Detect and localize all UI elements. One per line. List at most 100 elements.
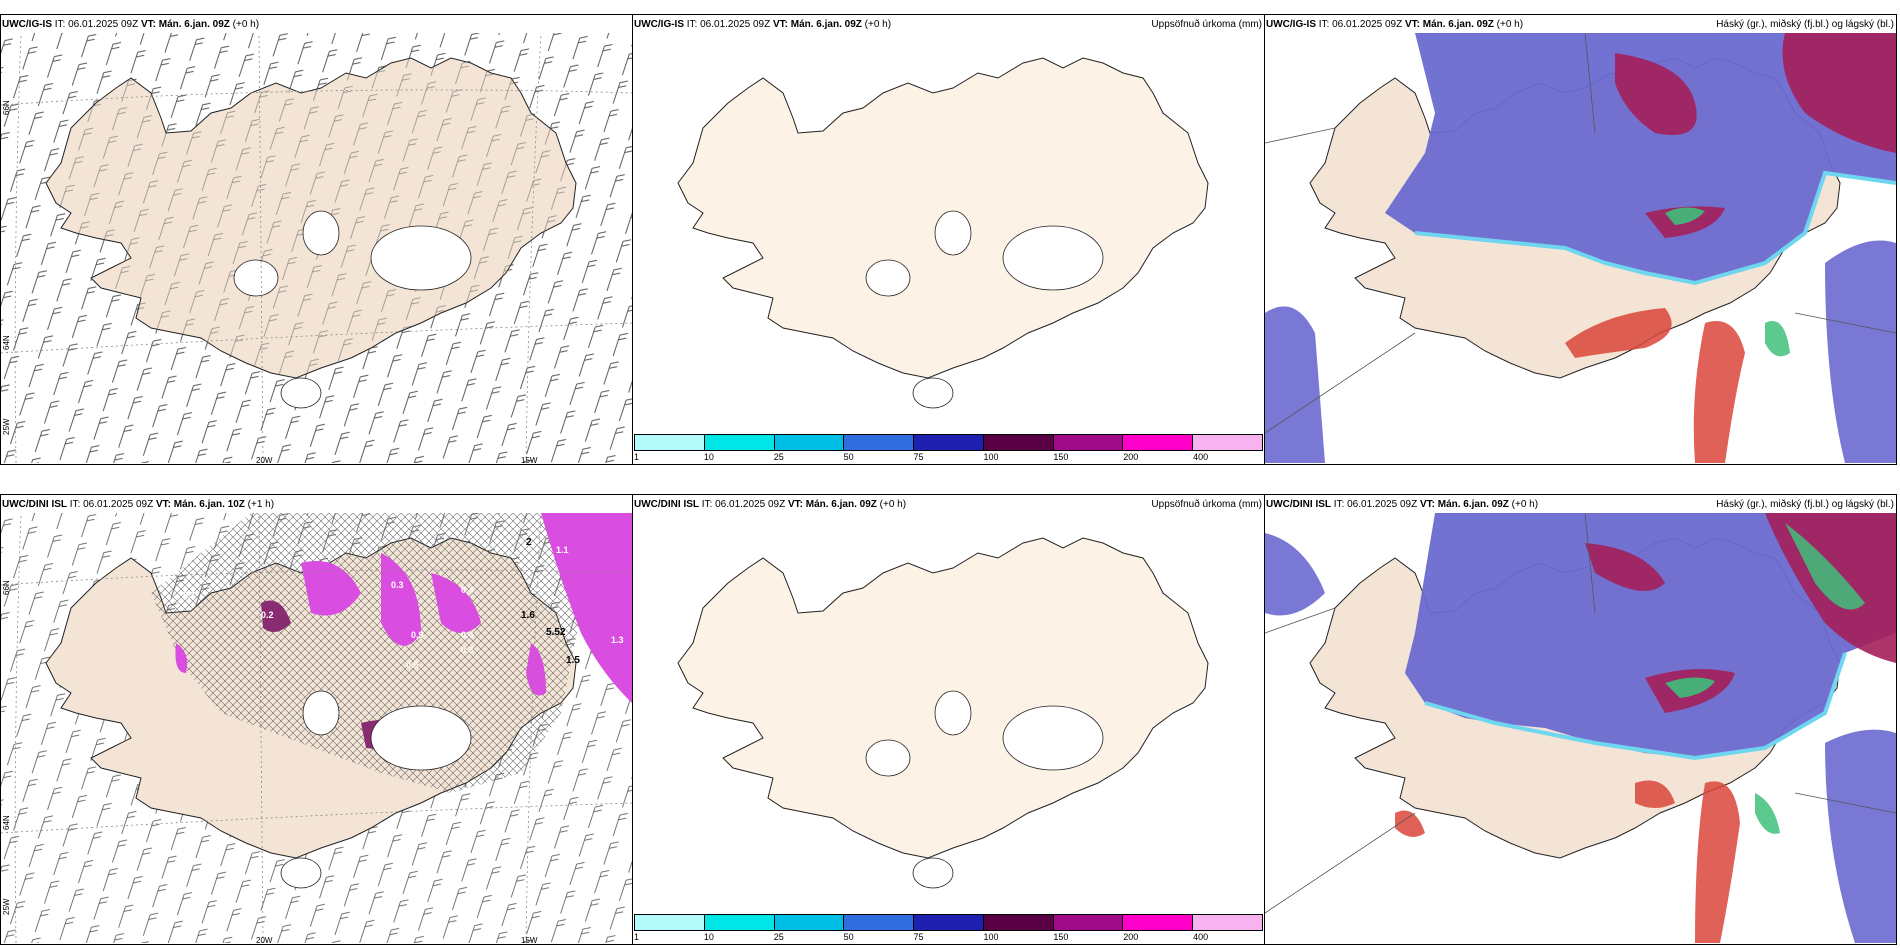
colorbar: 1 10 25 50 75 100 150 200 400 xyxy=(633,914,1264,944)
colorbar-tick: 75 xyxy=(913,452,924,462)
colorbar-tick: 200 xyxy=(1123,452,1139,462)
panel-precip-igis: UWC/IG-IS IT: 06.01.2025 09Z VT: Mán. 6.… xyxy=(632,14,1265,465)
panel-header: UWC/DINI ISL IT: 06.01.2025 09Z VT: Mán.… xyxy=(634,499,906,510)
colorbar-swatches xyxy=(634,914,1264,931)
precip-label: 0.1 xyxy=(183,590,196,600)
colorbar-swatch xyxy=(983,434,1054,451)
colorbar-tick: 50 xyxy=(843,452,854,462)
panel-header: UWC/IG-IS IT: 06.01.2025 09Z VT: Mán. 6.… xyxy=(634,19,891,30)
colorbar-swatch xyxy=(634,434,705,451)
panel-clouds-igis: UWC/IG-IS IT: 06.01.2025 09Z VT: Mán. 6.… xyxy=(1264,14,1897,465)
valid-time: Mán. 6.jan. 09Z xyxy=(1437,499,1509,510)
precip-label: 1.3 xyxy=(611,635,624,645)
vt-label: VT: xyxy=(772,19,788,30)
colorbar-swatch xyxy=(634,914,705,931)
vt-label: VT: xyxy=(787,499,803,510)
precip-label: 0.4 xyxy=(461,630,474,640)
colorbar-ticks: 1 10 25 50 75 100 150 200 400 xyxy=(634,452,1263,464)
model-name: UWC/IG-IS xyxy=(1266,19,1316,30)
colorbar-tick: 150 xyxy=(1053,932,1069,942)
colorbar-swatch xyxy=(704,914,775,931)
lead-time: (+0 h) xyxy=(879,499,907,510)
panel-subtitle: Háský (gr.), miðský (fj.bl.) og lágský (… xyxy=(1716,499,1894,510)
precip-label: 0.3 xyxy=(461,645,474,655)
panel-header: UWC/IG-IS IT: 06.01.2025 09Z VT: Mán. 6.… xyxy=(1266,19,1523,30)
wind-map xyxy=(1,33,632,463)
valid-time: Mán. 6.jan. 10Z xyxy=(173,499,245,510)
it-label: IT: xyxy=(1318,19,1330,30)
colorbar-tick: 25 xyxy=(773,932,784,942)
panel-precip-dini: UWC/DINI ISL IT: 06.01.2025 09Z VT: Mán.… xyxy=(632,494,1265,945)
colorbar-swatch xyxy=(774,434,845,451)
panel-header: UWC/IG-IS IT: 06.01.2025 09Z VT: Mán. 6.… xyxy=(2,19,259,30)
panel-header: UWC/DINI ISL IT: 06.01.2025 09Z VT: Mán.… xyxy=(2,499,274,510)
colorbar-swatch xyxy=(844,914,915,931)
colorbar-tick: 100 xyxy=(983,932,999,942)
lon-label-25w: 25W xyxy=(2,418,11,435)
isobar-label: 2 xyxy=(526,537,532,548)
colorbar-tick: 100 xyxy=(983,452,999,462)
issue-time: 06.01.2025 09Z xyxy=(715,499,786,510)
colorbar-tick: 200 xyxy=(1123,932,1139,942)
colorbar-swatch xyxy=(1123,914,1194,931)
precip-label: 0.4 xyxy=(461,585,474,595)
lon-label-15w: 15W xyxy=(521,936,538,945)
colorbar-tick: 1 xyxy=(634,452,640,462)
colorbar-swatch xyxy=(914,914,984,931)
panel-subtitle: Uppsöfnuð úrkoma (mm) xyxy=(1151,499,1262,510)
colorbar-swatch xyxy=(983,914,1054,931)
wind-precip-map: 1.1 1.3 1.6 1.5 0.4 0.3 0.9 0.5 0.4 0.3 … xyxy=(1,513,632,943)
lead-time: (+0 h) xyxy=(1496,19,1524,30)
cloud-map xyxy=(1265,513,1896,943)
colorbar-tick: 10 xyxy=(703,452,714,462)
panel-wind-dini: UWC/DINI ISL IT: 06.01.2025 09Z VT: Mán.… xyxy=(0,494,633,945)
colorbar: 1 10 25 50 75 100 150 200 400 xyxy=(633,434,1264,464)
precip-label: 0.2 xyxy=(261,610,274,620)
issue-time: 06.01.2025 09Z xyxy=(1332,19,1403,30)
precip-label: 0.3 xyxy=(391,580,404,590)
precip-label: 1.6 xyxy=(521,610,535,621)
model-name: UWC/IG-IS xyxy=(634,19,684,30)
it-label: IT: xyxy=(69,499,81,510)
issue-time: 06.01.2025 09Z xyxy=(700,19,771,30)
colorbar-tick: 25 xyxy=(773,452,784,462)
precip-label: 0.5 xyxy=(406,660,419,670)
colorbar-tick: 50 xyxy=(843,932,854,942)
valid-time: Mán. 6.jan. 09Z xyxy=(805,499,877,510)
colorbar-ticks: 1 10 25 50 75 100 150 200 400 xyxy=(634,932,1263,944)
precip-label: 5.52 xyxy=(546,627,566,638)
precip-label: 0.7 xyxy=(373,735,386,745)
lon-label-20w: 20W xyxy=(256,456,273,465)
vt-label: VT: xyxy=(1404,19,1420,30)
lat-label-66n: 66N xyxy=(2,100,11,115)
issue-time: 06.01.2025 09Z xyxy=(68,19,139,30)
colorbar-swatch xyxy=(1193,914,1264,931)
lon-label-20w: 20W xyxy=(256,936,273,945)
valid-time: Mán. 6.jan. 09Z xyxy=(158,19,230,30)
colorbar-swatch xyxy=(774,914,845,931)
lead-time: (+0 h) xyxy=(232,19,260,30)
colorbar-swatch xyxy=(1053,914,1124,931)
precip-label: 0.9 xyxy=(411,630,424,640)
issue-time: 06.01.2025 09Z xyxy=(83,499,154,510)
model-name: UWC/DINI ISL xyxy=(2,499,67,510)
lat-label-64n: 64N xyxy=(2,815,11,830)
model-name: UWC/DINI ISL xyxy=(634,499,699,510)
lon-label-15w: 15W xyxy=(521,456,538,465)
panel-header: UWC/DINI ISL IT: 06.01.2025 09Z VT: Mán.… xyxy=(1266,499,1538,510)
panel-subtitle: Uppsöfnuð úrkoma (mm) xyxy=(1151,19,1262,30)
model-name: UWC/DINI ISL xyxy=(1266,499,1331,510)
vt-label: VT: xyxy=(140,19,156,30)
it-label: IT: xyxy=(1333,499,1345,510)
precip-label: 1.1 xyxy=(556,545,569,555)
colorbar-swatch xyxy=(1053,434,1124,451)
issue-time: 06.01.2025 09Z xyxy=(1347,499,1418,510)
valid-time: Mán. 6.jan. 09Z xyxy=(790,19,862,30)
colorbar-swatches xyxy=(634,434,1264,451)
panel-wind-igis: UWC/IG-IS IT: 06.01.2025 09Z VT: Mán. 6.… xyxy=(0,14,633,465)
it-label: IT: xyxy=(54,19,66,30)
panel-subtitle: Háský (gr.), miðský (fj.bl.) og lágský (… xyxy=(1716,19,1894,30)
colorbar-swatch xyxy=(1123,434,1194,451)
lat-label-66n: 66N xyxy=(2,580,11,595)
colorbar-swatch xyxy=(914,434,984,451)
